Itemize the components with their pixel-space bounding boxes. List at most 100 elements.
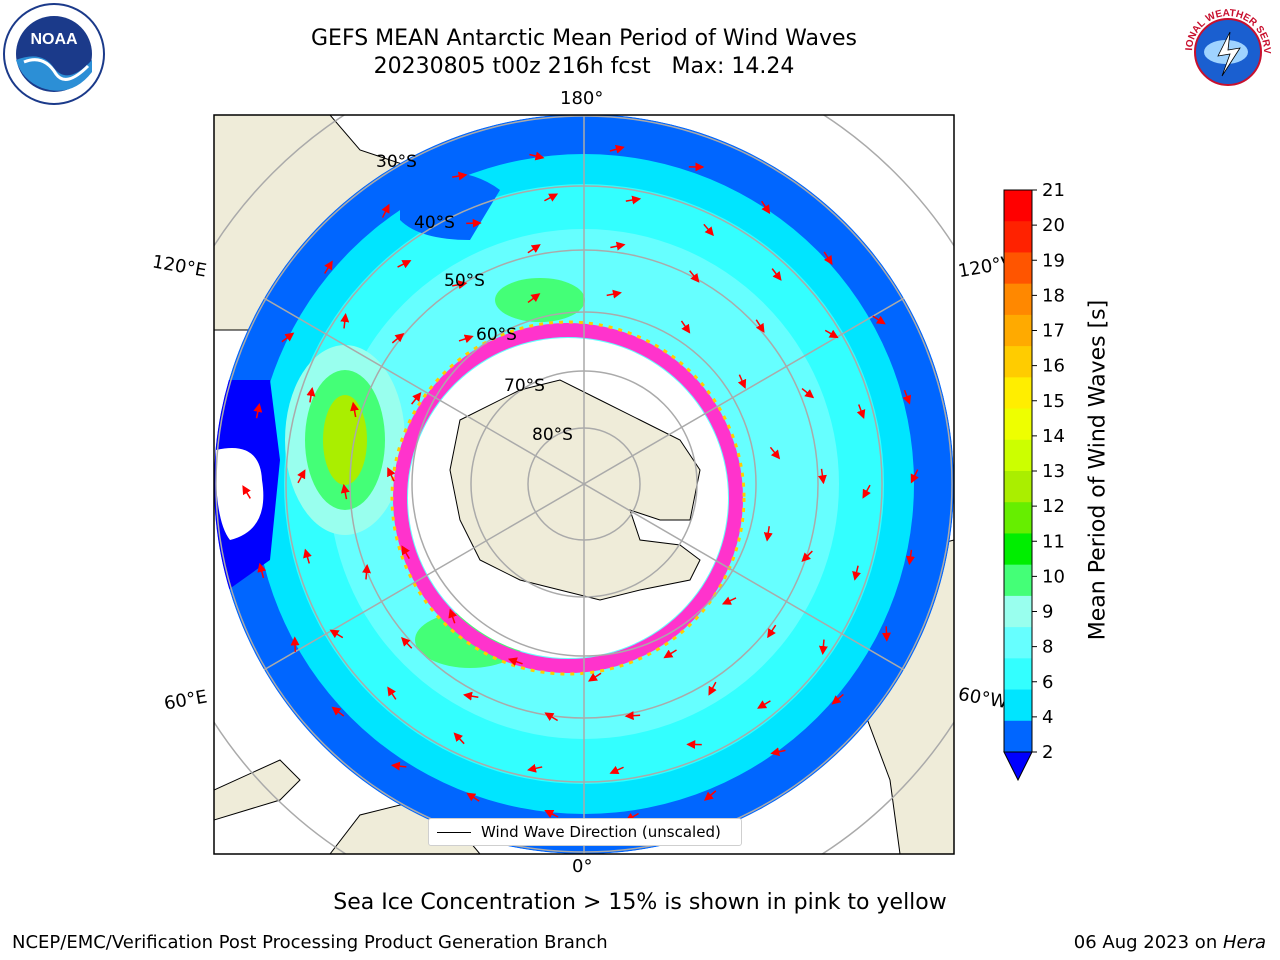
wind-arrow: [324, 260, 333, 274]
noaa-logo-text: NOAA: [30, 31, 78, 48]
colorbar-tick-label: 12: [1042, 496, 1065, 517]
wind-arrow: [767, 624, 777, 639]
colorbar-band: [1004, 377, 1032, 410]
wind-arrow: [253, 402, 263, 419]
wind-arrow: [689, 270, 700, 283]
wind-arrow: [737, 374, 747, 389]
wind-arrow: [761, 200, 771, 215]
wind-wave-direction-arrows: [242, 144, 919, 822]
wind-arrow: [242, 485, 251, 499]
wind-arrow: [609, 765, 624, 775]
lat-label-80s: 80°S: [532, 425, 573, 445]
wind-arrow: [771, 268, 782, 281]
wind-arrow: [588, 672, 602, 682]
wind-arrow: [703, 790, 717, 801]
colorbar-tick-label: 18: [1042, 285, 1065, 306]
colorbar-tick-label: 19: [1042, 250, 1065, 271]
legend-label: Wind Wave Direction (unscaled): [481, 823, 721, 841]
wind-arrow: [544, 810, 559, 819]
wind-arrow: [381, 203, 390, 218]
wind-arrow: [411, 392, 422, 405]
wind-arrow: [391, 333, 405, 344]
footer-machine: Hera: [1222, 932, 1266, 953]
wind-arrow: [544, 712, 559, 722]
wind-arrow: [306, 387, 316, 403]
wind-arrow: [856, 404, 866, 420]
wind-arrow: [606, 289, 622, 299]
colorbar-label: Mean Period of Wind Waves [s]: [1085, 299, 1111, 641]
colorbar-band: [1004, 314, 1032, 347]
colorbar-tick-label: 2: [1042, 742, 1053, 763]
wind-arrow: [544, 193, 559, 202]
colorbar-band: [1004, 595, 1032, 628]
wind-arrow: [529, 151, 545, 161]
chart-subtitle: 20230805 t00z 216h fcst Max: 14.24: [373, 54, 795, 79]
wind-arrow: [708, 681, 717, 696]
wind-arrow: [721, 596, 737, 605]
wind-arrow: [881, 626, 891, 642]
colorbar-band: [1004, 283, 1032, 316]
wind-arrow: [801, 387, 815, 399]
wind-arrow: [463, 691, 479, 701]
wind-arrow: [680, 320, 691, 334]
wind-arrow: [350, 401, 359, 418]
wind-arrow: [397, 260, 412, 269]
wind-arrow: [663, 649, 677, 659]
colorbar-tick-label: 9: [1042, 602, 1053, 623]
wind-arrow: [527, 763, 543, 773]
wind-arrow: [340, 483, 350, 500]
noaa-logo: NOAA: [3, 3, 105, 105]
wind-arrow: [452, 171, 468, 181]
colorbar-band: [1004, 689, 1032, 722]
colorbar-band: [1004, 502, 1032, 534]
colorbar-band: [1004, 720, 1032, 753]
wind-arrow: [281, 332, 295, 343]
map-legend: Wind Wave Direction (unscaled): [428, 818, 742, 846]
wind-arrow: [852, 565, 861, 581]
wind-arrow: [331, 706, 345, 717]
wind-arrow: [387, 686, 397, 700]
lat-label-70s: 70°S: [504, 376, 545, 396]
wind-arrow: [448, 608, 457, 624]
wind-arrow: [453, 732, 465, 745]
wind-arrow: [910, 469, 919, 484]
wind-arrow: [303, 548, 312, 564]
wind-arrow: [610, 241, 626, 251]
lat-label-40s: 40°S: [414, 213, 455, 233]
lat-label-50s: 50°S: [444, 271, 485, 291]
colorbar-tick-label: 14: [1042, 426, 1065, 447]
colorbar-band: [1004, 627, 1032, 659]
wind-arrow: [257, 562, 267, 579]
colorbar: 2 4 6 8 9 10 11 12 13 14 15 16 17 18 19 20 21: [1003, 180, 1065, 782]
wind-arrow: [872, 315, 886, 325]
wind-arrow: [902, 389, 912, 405]
wind-arrow: [755, 319, 765, 333]
wind-arrow: [862, 484, 871, 499]
wind-arrow: [624, 711, 641, 721]
lon-label-0: 0°: [572, 856, 593, 877]
wind-arrow: [763, 526, 773, 542]
wind-arrow: [770, 747, 786, 757]
footer-credit: NCEP/EMC/Verification Post Processing Pr…: [12, 932, 608, 953]
colorbar-band: [1004, 408, 1032, 441]
colorbar-tick-label: 4: [1042, 707, 1053, 728]
wind-arrow: [769, 446, 781, 460]
colorbar-tick-label: 15: [1042, 391, 1065, 412]
colorbar-tick-label: 6: [1042, 672, 1053, 693]
colorbar-band: [1004, 346, 1032, 378]
wind-arrow: [387, 467, 396, 482]
wind-arrow: [824, 329, 839, 339]
wind-arrow: [452, 280, 468, 290]
footer-date-text: 06 Aug 2023 on: [1073, 932, 1223, 953]
wind-arrow: [817, 468, 827, 485]
wind-arrow: [818, 639, 828, 656]
wind-arrow: [801, 550, 813, 563]
wind-arrow: [625, 195, 642, 205]
wind-arrow: [466, 792, 480, 802]
wind-arrow: [340, 313, 350, 329]
colorbar-tick-label: 16: [1042, 356, 1065, 377]
nws-logo: NATIONAL WEATHER SERVICE: [1178, 2, 1276, 100]
chart-title: GEFS MEAN Antarctic Mean Period of Wind …: [311, 26, 857, 51]
wind-arrow: [823, 251, 833, 265]
wind-arrow: [609, 144, 625, 154]
